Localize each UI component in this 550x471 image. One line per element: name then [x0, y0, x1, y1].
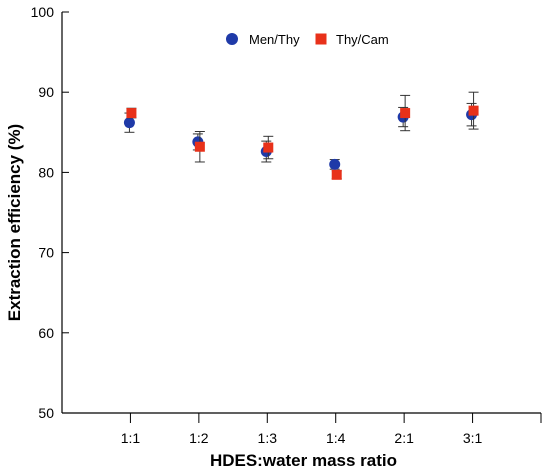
- y-tick-label: 60: [38, 325, 54, 341]
- x-tick-label: 1:2: [189, 430, 209, 446]
- x-tick-label: 1:4: [326, 430, 346, 446]
- legend-marker: [226, 33, 238, 45]
- x-axis-title: HDES:water mass ratio: [210, 451, 397, 470]
- plot-frame: [61, 12, 541, 414]
- x-tick-label: 1:1: [121, 430, 141, 446]
- y-axis-title: Extraction efficiency (%): [5, 124, 24, 321]
- y-tick-label: 50: [38, 405, 54, 421]
- y-tick-label: 80: [38, 164, 54, 180]
- x-axis: 1:1 1:2 1:3 1:4 2:1 3:1: [121, 413, 542, 446]
- data-point: [329, 158, 341, 170]
- x-tick-label: 1:3: [258, 430, 278, 446]
- legend-label: Men/Thy: [249, 32, 300, 47]
- series-0: [123, 102, 478, 170]
- x-tick-label: 3:1: [463, 430, 483, 446]
- data-point: [126, 108, 137, 119]
- series-1: [126, 91, 479, 180]
- data-point: [263, 142, 274, 153]
- data-point: [123, 117, 135, 129]
- y-tick-label: 70: [38, 245, 54, 261]
- legend: Men/Thy Thy/Cam: [226, 32, 389, 47]
- data-point: [468, 105, 479, 116]
- data-point: [194, 141, 205, 152]
- y-tick-label: 100: [31, 4, 55, 20]
- legend-marker: [315, 33, 327, 45]
- y-tick-label: 90: [38, 84, 54, 100]
- data-point: [400, 108, 411, 119]
- x-tick-label: 2:1: [394, 430, 414, 446]
- data-marks: [123, 91, 479, 180]
- legend-label: Thy/Cam: [336, 32, 389, 47]
- y-axis: 50 60 70 80 90 100: [31, 4, 69, 421]
- data-point: [331, 169, 342, 180]
